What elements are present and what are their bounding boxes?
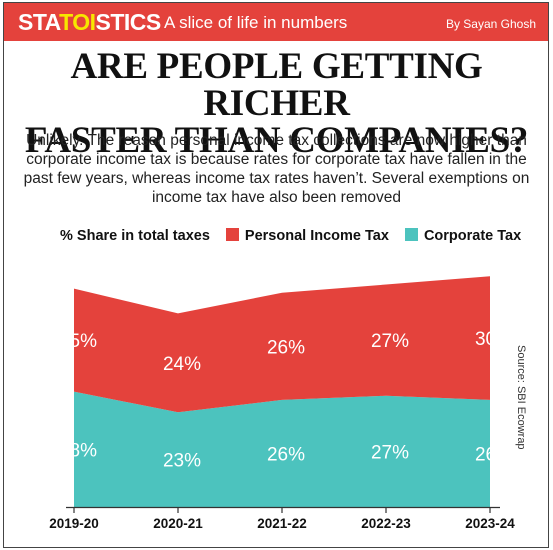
headline-line-2: FASTER THAN COMPANIES? xyxy=(24,120,529,161)
brand-prefix: STA xyxy=(18,9,60,35)
legend-label-corporate: Corporate Tax xyxy=(423,228,522,244)
legend-swatch-corporate xyxy=(404,228,418,241)
graphic-frame xyxy=(3,2,549,548)
x-tick-label: 2019-20 xyxy=(49,516,99,531)
personal-tax-label: 25% xyxy=(59,331,97,352)
personal-tax-label: 30% xyxy=(475,329,513,350)
chart-legend: % Share in total taxes Personal Income T… xyxy=(60,228,521,244)
corporate-tax-label: 26% xyxy=(475,444,513,465)
personal-tax-label: 26% xyxy=(267,337,305,358)
brand-suffix: STICS xyxy=(95,9,162,35)
chart-title: % Share in total taxes xyxy=(60,228,210,244)
header-banner: STATOISTICS A slice of life in numbers B… xyxy=(4,3,548,41)
tagline: A slice of life in numbers xyxy=(164,13,348,32)
personal-income-tax-area xyxy=(74,276,490,413)
corporate-tax-area xyxy=(74,391,490,507)
x-tick-label: 2023-24 xyxy=(465,516,515,531)
byline: By Sayan Ghosh xyxy=(445,17,536,31)
headline: ARE PEOPLE GETTING RICHER FASTER THAN CO… xyxy=(0,48,553,159)
brand-logo: STATOISTICS xyxy=(18,9,161,36)
corporate-tax-label: 28% xyxy=(59,440,97,461)
legend-swatch-personal xyxy=(225,228,239,241)
personal-tax-label: 27% xyxy=(371,331,409,352)
source-note: Source: SBI Ecowrap xyxy=(515,345,527,450)
corporate-tax-label: 27% xyxy=(371,442,409,463)
subtext: Unlikely. The reason personal income tax… xyxy=(23,132,530,206)
corporate-tax-label: 26% xyxy=(267,444,305,465)
personal-tax-label: 24% xyxy=(163,354,201,375)
corporate-tax-label: 23% xyxy=(163,451,201,472)
x-tick-label: 2022-23 xyxy=(361,516,411,531)
x-tick-label: 2020-21 xyxy=(153,516,203,531)
x-tick-label: 2021-22 xyxy=(257,516,307,531)
brand-highlight: TOI xyxy=(59,9,96,35)
headline-line-1: ARE PEOPLE GETTING RICHER xyxy=(70,46,483,124)
legend-label-personal: Personal Income Tax xyxy=(244,228,389,244)
